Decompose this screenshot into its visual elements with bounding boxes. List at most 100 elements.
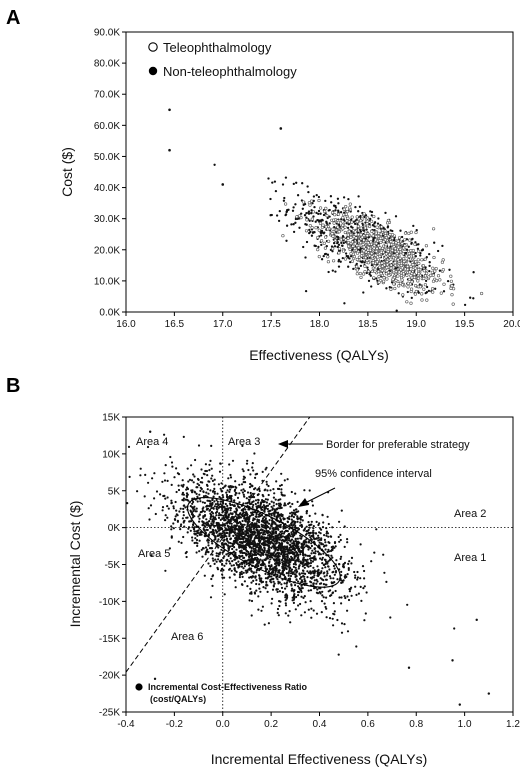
icer-point [203, 510, 206, 513]
icer-point [312, 582, 315, 586]
icer-point [319, 527, 322, 530]
icer-point [279, 517, 282, 520]
icer-point [251, 505, 254, 509]
panel-a-x-tick-label: 16.5 [165, 319, 185, 330]
icer-point [248, 515, 251, 518]
icer-point [331, 592, 334, 595]
icer-point [294, 608, 297, 611]
icer-point [229, 562, 232, 565]
icer-point [355, 593, 358, 597]
panel-a-y-tick-label: 0.0K [99, 308, 120, 319]
icer-point [191, 489, 194, 492]
icer-point [279, 498, 282, 501]
icer-point [235, 548, 238, 551]
icer-point [182, 520, 185, 523]
non-teleophthalmology-point [370, 263, 374, 267]
icer-point [262, 526, 266, 529]
icer-point [175, 513, 178, 516]
icer-point [251, 543, 254, 546]
icer-point [221, 573, 224, 576]
teleophthalmology-point [379, 236, 383, 240]
teleophthalmology-point [382, 276, 386, 280]
non-teleophthalmology-point [319, 212, 322, 215]
teleophthalmology-point [377, 274, 381, 279]
icer-point [327, 548, 330, 551]
icer-point [316, 588, 319, 591]
icer-point [303, 566, 306, 569]
teleophthalmology-point [317, 255, 321, 259]
icer-point [309, 559, 313, 562]
icer-point [281, 530, 284, 533]
icer-point [310, 552, 313, 555]
icer-point [249, 523, 252, 526]
icer-point [240, 565, 243, 568]
icer-point [323, 571, 326, 574]
icer-point [228, 463, 231, 466]
teleophthalmology-point [355, 251, 360, 255]
icer-point [220, 569, 223, 572]
icer-point [204, 531, 207, 534]
icer-point [267, 542, 270, 545]
non-teleophthalmology-point [307, 212, 311, 215]
icer-point [292, 565, 295, 569]
icer-point [290, 518, 293, 521]
icer-point [198, 550, 201, 553]
non-teleophthalmology-point [441, 244, 444, 248]
icer-point [276, 527, 279, 530]
panel-b-points [126, 430, 491, 706]
icer-point [240, 537, 243, 541]
teleophthalmology-point [344, 212, 348, 216]
icer-point [241, 444, 244, 447]
icer-point [240, 529, 243, 532]
icer-point [285, 582, 288, 585]
panel-a-x-tick-label: 16.0 [116, 319, 136, 330]
icer-point [284, 599, 287, 602]
icer-point [296, 500, 299, 503]
icer-point [218, 560, 221, 563]
icer-point [239, 551, 242, 554]
icer-point [224, 507, 227, 510]
icer-point [198, 533, 202, 537]
icer-point [333, 541, 337, 544]
icer-point [246, 502, 249, 505]
teleophthalmology-point [439, 291, 443, 295]
icer-point [217, 483, 220, 486]
non-teleophthalmology-point [387, 230, 390, 234]
icer-point [194, 491, 197, 494]
icer-point [292, 601, 295, 605]
icer-point [238, 563, 241, 566]
icer-point [191, 507, 195, 510]
icer-point [269, 558, 272, 561]
teleophthalmology-point [420, 292, 424, 296]
icer-point [293, 543, 296, 547]
non-teleophthalmology-point [321, 219, 324, 222]
teleophthalmology-point [396, 274, 400, 278]
teleophthalmology-point [363, 264, 367, 268]
teleophthalmology-point [331, 247, 335, 251]
icer-point [201, 501, 204, 504]
teleophthalmology-point [403, 244, 407, 248]
icer-point [266, 540, 269, 544]
icer-point [153, 472, 156, 475]
teleophthalmology-point [450, 284, 454, 288]
icer-point [292, 515, 295, 519]
icer-point [170, 499, 173, 502]
icer-point [254, 542, 257, 545]
icer-point [243, 489, 246, 493]
teleophthalmology-point [325, 214, 329, 218]
icer-point [250, 614, 253, 617]
icer-point [238, 506, 241, 509]
legend-icer-marker [135, 683, 143, 691]
icer-point [242, 478, 245, 481]
icer-point [266, 554, 269, 557]
icer-point [326, 570, 329, 573]
icer-point [269, 568, 272, 571]
icer-point [307, 540, 310, 543]
icer-point [206, 507, 209, 510]
icer-point [252, 547, 255, 551]
icer-point [326, 550, 329, 554]
icer-point [248, 527, 251, 530]
icer-point [213, 500, 216, 503]
teleophthalmology-point [342, 207, 346, 211]
icer-point [328, 575, 332, 578]
